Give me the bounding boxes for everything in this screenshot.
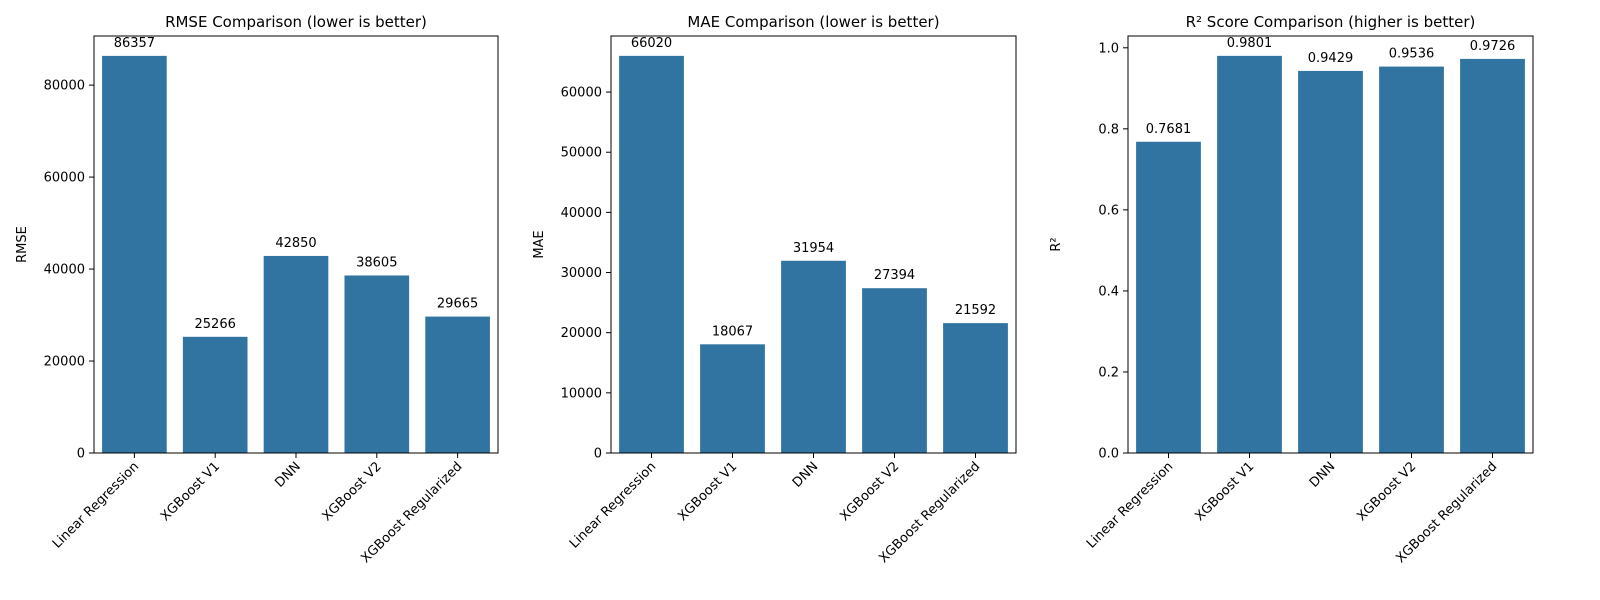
chart-panel-1: 86357 25266 42850 38605 29665 0 20000 40000 6000… bbox=[15, 13, 499, 566]
data-label: 0.9429 bbox=[1308, 51, 1354, 66]
data-label: 0.9726 bbox=[1470, 39, 1516, 54]
data-label: 42850 bbox=[275, 236, 316, 251]
bar bbox=[1217, 55, 1282, 454]
y-tick-label: 20000 bbox=[561, 326, 602, 341]
x-tick-label: XGBoost V2 bbox=[837, 459, 902, 524]
x-tick-label: XGBoost V1 bbox=[158, 459, 223, 524]
chart-title: RMSE Comparison (lower is better) bbox=[165, 13, 427, 31]
y-tick-label: 50000 bbox=[561, 146, 602, 161]
x-tick-label: XGBoost V1 bbox=[1192, 459, 1257, 524]
data-label: 21592 bbox=[955, 303, 996, 318]
bar bbox=[781, 260, 846, 453]
bar bbox=[1136, 141, 1201, 453]
y-tick-label: 0 bbox=[594, 447, 602, 462]
data-label: 0.9801 bbox=[1227, 36, 1273, 51]
data-label: 86357 bbox=[114, 36, 155, 51]
chart-title: MAE Comparison (lower is better) bbox=[687, 13, 939, 31]
y-tick-label: 20000 bbox=[44, 355, 85, 370]
data-label: 27394 bbox=[874, 268, 915, 283]
y-tick-label: 0.0 bbox=[1098, 447, 1119, 462]
bar bbox=[1460, 58, 1525, 453]
y-tick-label: 0.2 bbox=[1098, 365, 1119, 380]
y-tick-label: 10000 bbox=[561, 386, 602, 401]
bar bbox=[263, 255, 329, 453]
y-tick-label: 1.0 bbox=[1098, 41, 1119, 56]
y-tick-label: 60000 bbox=[44, 171, 85, 186]
bar bbox=[1379, 66, 1444, 453]
y-tick-label: 0.4 bbox=[1098, 284, 1119, 299]
data-label: 31954 bbox=[793, 241, 834, 256]
x-tick-label: Linear Regression bbox=[1084, 459, 1176, 551]
y-axis-label: MAE bbox=[532, 230, 547, 258]
x-tick-label: XGBoost V2 bbox=[1354, 459, 1419, 524]
y-tick-label: 0.8 bbox=[1098, 122, 1119, 137]
chart-panel-2: 66020 18067 31954 27394 21592 0 10000 20000 3000… bbox=[532, 13, 1017, 566]
data-label: 18067 bbox=[712, 324, 753, 339]
bar bbox=[700, 344, 765, 453]
data-label: 0.7681 bbox=[1146, 122, 1192, 137]
bar bbox=[425, 316, 490, 453]
data-label: 38605 bbox=[356, 255, 397, 270]
data-label: 66020 bbox=[631, 36, 672, 51]
x-tick-label: Linear Regression bbox=[567, 459, 659, 551]
data-label: 29665 bbox=[437, 297, 478, 312]
bar bbox=[182, 336, 248, 453]
x-tick-label: Linear Regression bbox=[50, 459, 142, 551]
x-tick-label: DNN bbox=[790, 459, 821, 490]
y-tick-label: 60000 bbox=[561, 86, 602, 101]
x-tick-label: DNN bbox=[1307, 459, 1338, 490]
y-tick-label: 80000 bbox=[44, 79, 85, 94]
y-axis-label: R² bbox=[1049, 237, 1064, 251]
y-tick-label: 0.6 bbox=[1098, 203, 1119, 218]
data-label: 0.9536 bbox=[1389, 47, 1435, 62]
y-tick-label: 30000 bbox=[561, 266, 602, 281]
x-tick-label: DNN bbox=[272, 459, 303, 490]
x-tick-label: XGBoost V1 bbox=[675, 459, 740, 524]
chart-panel-3: 0.7681 0.9801 0.9429 0.9536 0.9726 0.0 0.2 0.4 0… bbox=[1049, 13, 1534, 566]
bar bbox=[862, 288, 927, 453]
y-tick-label: 40000 bbox=[44, 263, 85, 278]
y-axis-label: RMSE bbox=[15, 226, 30, 263]
bar bbox=[943, 323, 1008, 453]
y-tick-label: 0 bbox=[77, 447, 85, 462]
bar bbox=[102, 55, 167, 453]
data-label: 25266 bbox=[195, 317, 236, 332]
x-tick-label: XGBoost V2 bbox=[320, 459, 385, 524]
bar bbox=[344, 275, 410, 453]
y-tick-label: 40000 bbox=[561, 206, 602, 221]
bar bbox=[1298, 70, 1363, 454]
chart-title: R² Score Comparison (higher is better) bbox=[1186, 13, 1476, 31]
bar bbox=[619, 55, 684, 454]
